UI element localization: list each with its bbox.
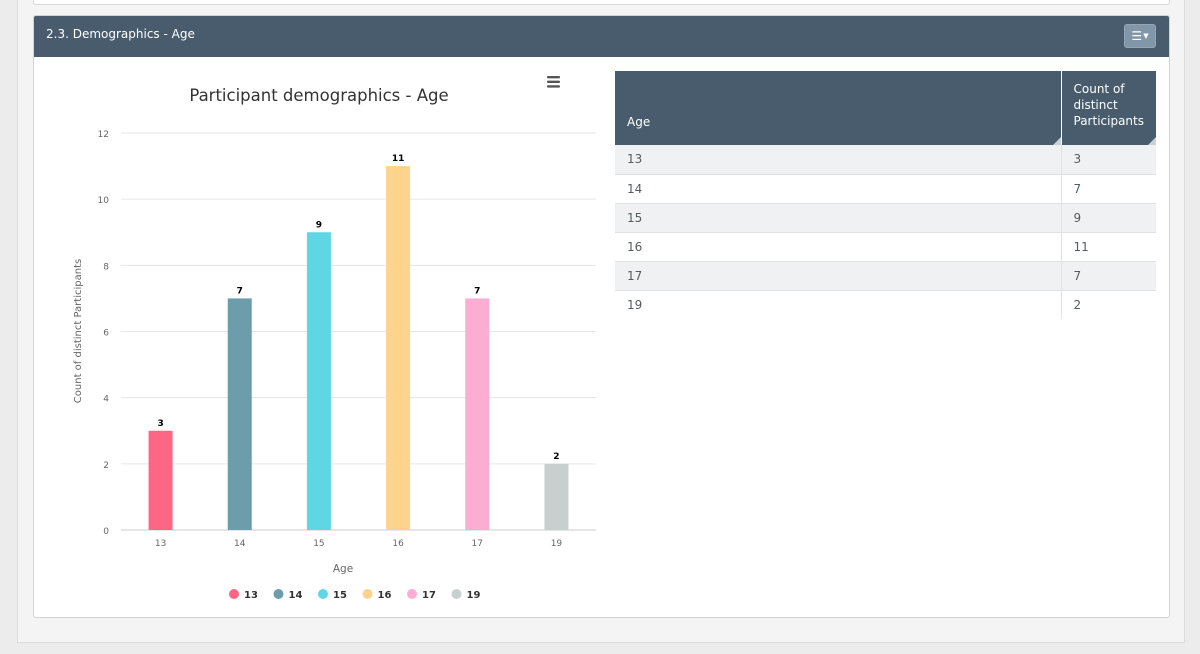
data-label: 7 bbox=[237, 286, 243, 296]
x-tick-label: 13 bbox=[155, 539, 166, 549]
sort-indicator-icon bbox=[1148, 137, 1156, 145]
panel-header: 2.3. Demographics - Age ☰▼ bbox=[34, 16, 1169, 57]
panel-menu-button[interactable]: ☰▼ bbox=[1124, 24, 1156, 48]
legend-item-13[interactable]: 13 bbox=[229, 589, 258, 601]
column-header-count[interactable]: Count of distinct Participants bbox=[1060, 71, 1156, 145]
x-tick-label: 17 bbox=[472, 539, 483, 549]
legend-marker-icon bbox=[229, 589, 239, 599]
x-tick-label: 14 bbox=[234, 539, 246, 549]
legend-item-19[interactable]: 19 bbox=[451, 589, 481, 601]
panel-title: 2.3. Demographics - Age bbox=[46, 27, 195, 41]
bar-14[interactable] bbox=[227, 298, 252, 530]
table-row: 13 3 bbox=[615, 145, 1156, 175]
table-row: 14 7 bbox=[615, 174, 1156, 204]
chart-title: Participant demographics - Age bbox=[189, 86, 448, 105]
data-label: 2 bbox=[553, 452, 559, 462]
bar-19[interactable] bbox=[544, 463, 569, 530]
cell-age: 13 bbox=[615, 145, 1061, 175]
legend-marker-icon bbox=[318, 589, 328, 599]
legend-label: 15 bbox=[333, 590, 347, 601]
age-data-table: Age Count of distinct Participants 13 3 … bbox=[615, 71, 1156, 319]
chart-context-menu-button[interactable] bbox=[543, 72, 565, 94]
legend-label: 16 bbox=[378, 590, 392, 601]
y-tick-label: 12 bbox=[98, 130, 109, 140]
cell-age: 17 bbox=[615, 261, 1061, 291]
cell-count: 11 bbox=[1060, 232, 1156, 262]
data-label: 9 bbox=[316, 220, 322, 230]
demographics-age-panel: 2.3. Demographics - Age ☰▼ Participant d… bbox=[33, 15, 1170, 618]
y-tick-label: 8 bbox=[103, 262, 109, 272]
data-label: 11 bbox=[392, 154, 405, 164]
cell-count: 7 bbox=[1060, 174, 1156, 204]
column-header-age[interactable]: Age bbox=[615, 71, 1061, 145]
legend-item-16[interactable]: 16 bbox=[362, 589, 392, 601]
y-axis-title: Count of distinct Participants bbox=[73, 259, 84, 403]
bar-17[interactable] bbox=[465, 298, 490, 530]
legend-item-15[interactable]: 15 bbox=[318, 589, 347, 601]
bar-13[interactable] bbox=[148, 430, 173, 530]
legend-marker-icon bbox=[451, 589, 462, 599]
hamburger-icon: ☰ bbox=[1131, 29, 1143, 43]
cell-age: 15 bbox=[615, 203, 1061, 233]
cell-count: 2 bbox=[1060, 290, 1156, 319]
cell-count: 9 bbox=[1060, 203, 1156, 233]
cell-count: 7 bbox=[1060, 261, 1156, 291]
legend-marker-icon bbox=[273, 589, 284, 599]
x-tick-label: 16 bbox=[392, 539, 404, 549]
age-chart: Participant demographics - Age 3 7 9 11 7 2 0… bbox=[51, 69, 596, 609]
cell-count: 3 bbox=[1060, 145, 1156, 175]
y-tick-label: 10 bbox=[98, 196, 110, 206]
legend-label: 14 bbox=[289, 590, 303, 601]
y-tick-label: 0 bbox=[103, 527, 109, 537]
table-row: 17 7 bbox=[615, 261, 1156, 291]
table-row: 19 2 bbox=[615, 290, 1156, 319]
data-label: 7 bbox=[474, 286, 480, 296]
previous-panel-edge bbox=[33, 0, 1170, 5]
legend-marker-icon bbox=[407, 589, 417, 599]
legend-item-14[interactable]: 14 bbox=[273, 589, 303, 601]
legend-label: 13 bbox=[244, 590, 258, 601]
y-tick-label: 6 bbox=[103, 329, 109, 339]
hamburger-icon bbox=[547, 76, 560, 88]
x-tick-label: 19 bbox=[551, 539, 563, 549]
legend-item-17[interactable]: 17 bbox=[407, 589, 436, 601]
x-axis-title: Age bbox=[333, 563, 353, 575]
legend-label: 17 bbox=[422, 590, 436, 601]
cell-age: 19 bbox=[627, 297, 643, 312]
data-label: 3 bbox=[157, 419, 163, 429]
y-tick-label: 4 bbox=[103, 395, 109, 405]
cell-age: 14 bbox=[615, 174, 1061, 204]
legend-marker-icon bbox=[362, 589, 373, 599]
x-tick-label: 15 bbox=[313, 539, 324, 549]
bar-15[interactable] bbox=[306, 232, 331, 530]
y-tick-label: 2 bbox=[103, 461, 109, 471]
caret-down-icon: ▼ bbox=[1143, 32, 1149, 40]
sort-indicator-icon bbox=[1052, 137, 1061, 145]
bar-16[interactable] bbox=[386, 166, 411, 530]
cell-age: 16 bbox=[615, 232, 1061, 262]
legend-label: 19 bbox=[467, 590, 481, 601]
table-row: 16 11 bbox=[615, 232, 1156, 262]
age-chart-svg: Participant demographics - Age 3 7 9 11 7 2 0… bbox=[73, 72, 596, 601]
table-row: 15 9 bbox=[615, 203, 1156, 233]
